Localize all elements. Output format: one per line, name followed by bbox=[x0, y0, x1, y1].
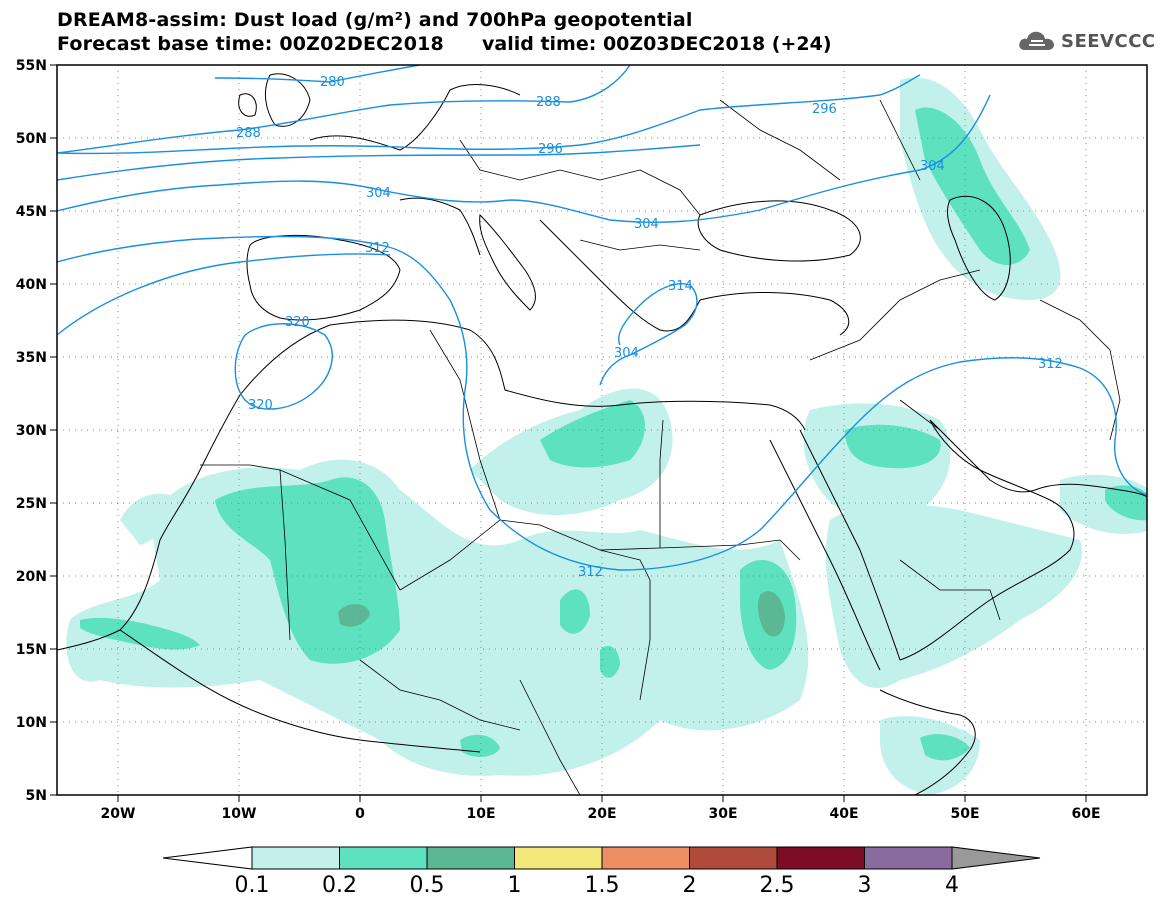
borders bbox=[200, 99, 1121, 795]
lon-tick-label: 40E bbox=[829, 806, 858, 822]
lat-tick-label: 45N bbox=[16, 204, 47, 220]
colorbar-left-arrow bbox=[162, 846, 253, 870]
lon-tick-label: 0 bbox=[355, 806, 365, 822]
lon-tick-label: 20E bbox=[587, 806, 616, 822]
lat-tick-label: 15N bbox=[16, 642, 47, 658]
contour-label: 320 bbox=[285, 315, 310, 330]
contour-label: 314 bbox=[668, 279, 693, 294]
chart-title: DREAM8-assim: Dust load (g/m²) and 700hP… bbox=[57, 9, 693, 31]
lon-tick-label: 20W bbox=[101, 806, 136, 822]
contour-label: 304 bbox=[366, 186, 391, 201]
lat-tick-label: 50N bbox=[16, 131, 47, 147]
lon-tick-label: 60E bbox=[1071, 806, 1100, 822]
contour-label: 280 bbox=[320, 75, 345, 90]
lon-tick-label: 10W bbox=[222, 806, 257, 822]
tick-marks bbox=[50, 64, 1087, 802]
contour-label: 304 bbox=[614, 346, 639, 361]
colorbar: 0.1 0.2 0.5 1 1.5 2 2.5 3 4 bbox=[162, 846, 1041, 898]
lon-labels: 20W 10W 0 10E 20E 30E 40E 50E 60E bbox=[101, 806, 1101, 822]
contour-label: 312 bbox=[365, 241, 390, 256]
lat-tick-label: 10N bbox=[16, 715, 47, 731]
logo-text: SEEVCCC bbox=[1061, 30, 1156, 52]
lon-tick-label: 50E bbox=[950, 806, 979, 822]
lat-labels: 55N 50N 45N 40N 35N 30N 25N 20N 15N 10N … bbox=[16, 58, 47, 804]
colorbar-cell bbox=[689, 846, 778, 870]
colorbar-label: 0.1 bbox=[235, 873, 270, 898]
colorbar-cell bbox=[864, 846, 953, 870]
contour-label: 288 bbox=[536, 95, 561, 110]
colorbar-label: 1.5 bbox=[585, 873, 620, 898]
geopotential-contours bbox=[57, 65, 1147, 571]
colorbar-cell bbox=[251, 846, 340, 870]
coastlines bbox=[57, 73, 1147, 795]
contour-label: 312 bbox=[1038, 357, 1063, 372]
colorbar-label: 0.5 bbox=[410, 873, 445, 898]
colorbar-label: 2 bbox=[683, 873, 697, 898]
lat-tick-label: 35N bbox=[16, 350, 47, 366]
colorbar-cell bbox=[601, 846, 690, 870]
lat-tick-label: 30N bbox=[16, 423, 47, 439]
contour-labels: 280 288 288 296 296 304 304 304 304 312 … bbox=[236, 75, 1063, 580]
lat-tick-label: 25N bbox=[16, 496, 47, 512]
lon-tick-label: 10E bbox=[466, 806, 495, 822]
contour-label: 288 bbox=[236, 126, 261, 141]
colorbar-label: 4 bbox=[945, 873, 959, 898]
contour-label: 320 bbox=[248, 398, 273, 413]
lon-tick-label: 30E bbox=[708, 806, 737, 822]
dust-shading-high bbox=[338, 591, 785, 637]
contour-label: 312 bbox=[578, 565, 603, 580]
contour-label: 296 bbox=[538, 142, 563, 157]
lat-tick-label: 40N bbox=[16, 277, 47, 293]
colorbar-label: 1 bbox=[508, 873, 522, 898]
seevccc-logo: SEEVCCC bbox=[1017, 26, 1156, 56]
colorbar-label: 2.5 bbox=[760, 873, 795, 898]
colorbar-cell bbox=[426, 846, 515, 870]
colorbar-right-arrow bbox=[951, 846, 1041, 870]
cloud-logo-icon bbox=[1019, 31, 1054, 50]
colorbar-cell bbox=[339, 846, 428, 870]
contour-label: 304 bbox=[920, 159, 945, 174]
colorbar-label: 3 bbox=[858, 873, 872, 898]
lat-tick-label: 20N bbox=[16, 569, 47, 585]
colorbar-cell bbox=[776, 846, 865, 870]
forecast-base-time: Forecast base time: 00Z02DEC2018 bbox=[57, 33, 444, 55]
colorbar-cell bbox=[514, 846, 603, 870]
colorbar-label: 0.2 bbox=[322, 873, 357, 898]
valid-time: valid time: 00Z03DEC2018 (+24) bbox=[482, 33, 832, 55]
lat-tick-label: 55N bbox=[16, 58, 47, 74]
lat-tick-label: 5N bbox=[26, 788, 47, 804]
contour-label: 296 bbox=[812, 102, 837, 117]
contour-label: 304 bbox=[634, 217, 659, 232]
